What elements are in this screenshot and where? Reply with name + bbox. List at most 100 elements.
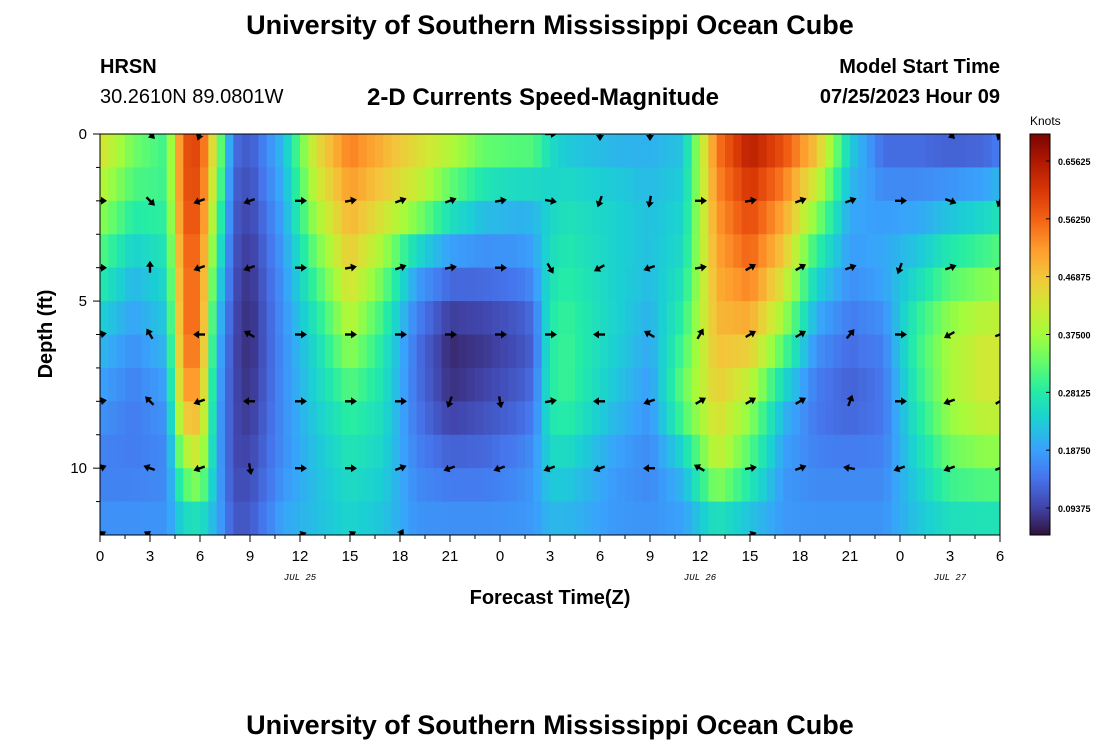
heatmap-cell [500, 367, 509, 402]
heatmap-cell [583, 301, 593, 336]
heatmap-cell [275, 167, 284, 202]
heatmap-cell [841, 200, 851, 235]
heatmap-cell [308, 501, 318, 535]
heatmap-cell [150, 301, 159, 336]
heatmap-cell [825, 367, 834, 402]
heatmap-cell [916, 200, 926, 235]
heatmap-cell [175, 134, 184, 169]
heatmap-cell [475, 301, 484, 336]
current-arrow [345, 330, 357, 339]
heatmap-cell [850, 267, 859, 302]
heatmap-cell [700, 267, 709, 302]
heatmap-cell [233, 401, 243, 436]
heatmap-cell [350, 401, 359, 436]
heatmap-cell [733, 301, 743, 336]
current-arrow [844, 263, 857, 272]
heatmap-cell [725, 134, 734, 169]
heatmap-cell [533, 301, 543, 336]
heatmap-cell [775, 501, 784, 535]
heatmap-cell [816, 134, 826, 169]
current-arrow [544, 197, 557, 205]
heatmap-cell [633, 434, 643, 469]
heatmap-cell [366, 501, 376, 535]
heatmap-cell [525, 334, 534, 369]
heatmap-cell [825, 501, 834, 535]
heatmap-cell [708, 301, 718, 336]
current-arrow [846, 394, 855, 407]
heatmap-cell [950, 200, 959, 235]
heatmap-cell [958, 167, 968, 202]
heatmap-cell [541, 401, 551, 436]
heatmap-cell [233, 167, 243, 202]
heatmap-cell [250, 267, 259, 302]
colorbar-tick-label: 0.18750 [1058, 446, 1091, 456]
heatmap-cell [208, 401, 218, 436]
heatmap-cell [900, 367, 909, 402]
heatmap-cell [566, 234, 576, 269]
heatmap-cell [800, 167, 809, 202]
heatmap-cell [650, 434, 659, 469]
heatmap-cell [766, 468, 776, 503]
heatmap-cell [283, 200, 293, 235]
heatmap-cell [966, 234, 976, 269]
heatmap-cell [816, 434, 826, 469]
heatmap-cell [408, 267, 418, 302]
heatmap-cell [125, 334, 134, 369]
heatmap-cell [475, 134, 484, 169]
heatmap-cell [783, 367, 793, 402]
heatmap-cell [708, 167, 718, 202]
current-arrow [843, 464, 856, 472]
heatmap-cell [783, 334, 793, 369]
heatmap-cell [825, 468, 834, 503]
heatmap-cell [300, 267, 309, 302]
heatmap-cell [216, 401, 226, 436]
heatmap-cell [108, 501, 118, 535]
heatmap-cell [916, 267, 926, 302]
heatmap-cell [708, 434, 718, 469]
heatmap-cell [125, 367, 134, 402]
heatmap-cell [450, 134, 459, 169]
heatmap-cell [475, 468, 484, 503]
heatmap-cell [333, 167, 343, 202]
heatmap-cell [333, 301, 343, 336]
heatmap-cell [725, 301, 734, 336]
heatmap-cell [216, 301, 226, 336]
current-arrow [394, 464, 407, 472]
heatmap-cell [775, 367, 784, 402]
heatmap-cell [816, 167, 826, 202]
heatmap-cell [166, 134, 176, 169]
heatmap-cell [433, 334, 443, 369]
colorbar-tick-label: 0.65625 [1058, 157, 1091, 167]
heatmap-cell [308, 301, 318, 336]
heatmap-cell [683, 401, 693, 436]
heatmap-cell [908, 401, 918, 436]
heatmap-cell [450, 334, 459, 369]
heatmap-cell [300, 234, 309, 269]
heatmap-cell [275, 234, 284, 269]
heatmap-cell [650, 401, 659, 436]
heatmap-cell [741, 501, 751, 535]
heatmap-cell [616, 267, 626, 302]
heatmap-cell [375, 200, 384, 235]
heatmap-cell [100, 401, 109, 436]
heatmap-cell [508, 200, 518, 235]
heatmap-cell [733, 134, 743, 169]
heatmap-cell [733, 434, 743, 469]
heatmap-cell [325, 167, 334, 202]
heatmap-cell [666, 501, 676, 535]
heatmap-cell [708, 401, 718, 436]
heatmap-cell [866, 301, 876, 336]
heatmap-cell [750, 167, 759, 202]
heatmap-cell [716, 167, 726, 202]
heatmap-cell [758, 234, 768, 269]
heatmap-cell [916, 468, 926, 503]
heatmap-cell [550, 367, 559, 402]
heatmap-cell [175, 267, 184, 302]
heatmap-cell [500, 301, 509, 336]
heatmap-cell [400, 434, 409, 469]
heatmap-cell [891, 301, 901, 336]
heatmap-cell [383, 401, 393, 436]
heatmap-cell [358, 468, 368, 503]
heatmap-cell [925, 468, 934, 503]
heatmap-cell [991, 401, 1000, 436]
